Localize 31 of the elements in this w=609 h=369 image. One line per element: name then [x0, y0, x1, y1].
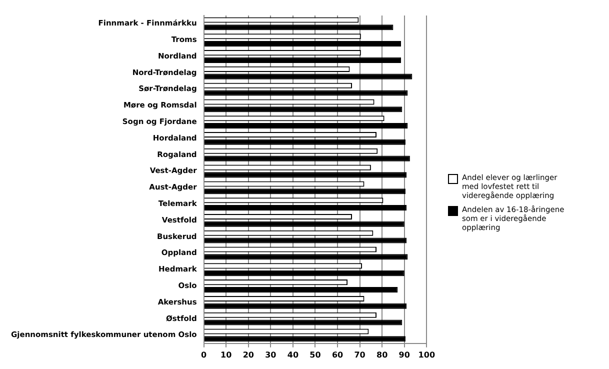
bar	[204, 188, 406, 194]
bar	[204, 204, 407, 210]
x-tick-label: 100	[418, 350, 436, 360]
bar	[204, 270, 404, 276]
bar	[204, 90, 408, 96]
x-tick-label: 0	[201, 350, 208, 360]
bar	[204, 303, 407, 309]
bar	[204, 156, 410, 162]
x-tick-label: 20	[242, 350, 254, 360]
bar	[204, 254, 408, 260]
bar	[204, 41, 402, 47]
x-tick-label: 80	[376, 350, 388, 360]
bar	[204, 106, 402, 112]
bar	[204, 139, 406, 145]
bar	[204, 57, 402, 63]
x-tick-label: 60	[332, 350, 344, 360]
x-tick-label: 10	[220, 350, 232, 360]
bar	[204, 172, 407, 178]
bar	[204, 320, 402, 326]
bar	[204, 74, 412, 80]
bar	[204, 336, 406, 342]
bar	[204, 221, 404, 227]
bar	[204, 24, 394, 30]
bar	[204, 286, 398, 292]
x-tick-label: 90	[398, 350, 410, 360]
bar	[204, 238, 407, 244]
x-tick-label: 30	[265, 350, 277, 360]
x-tick-label: 40	[287, 350, 299, 360]
bar	[204, 122, 408, 129]
x-tick-label: 70	[354, 350, 366, 360]
x-tick-label: 50	[310, 350, 322, 360]
